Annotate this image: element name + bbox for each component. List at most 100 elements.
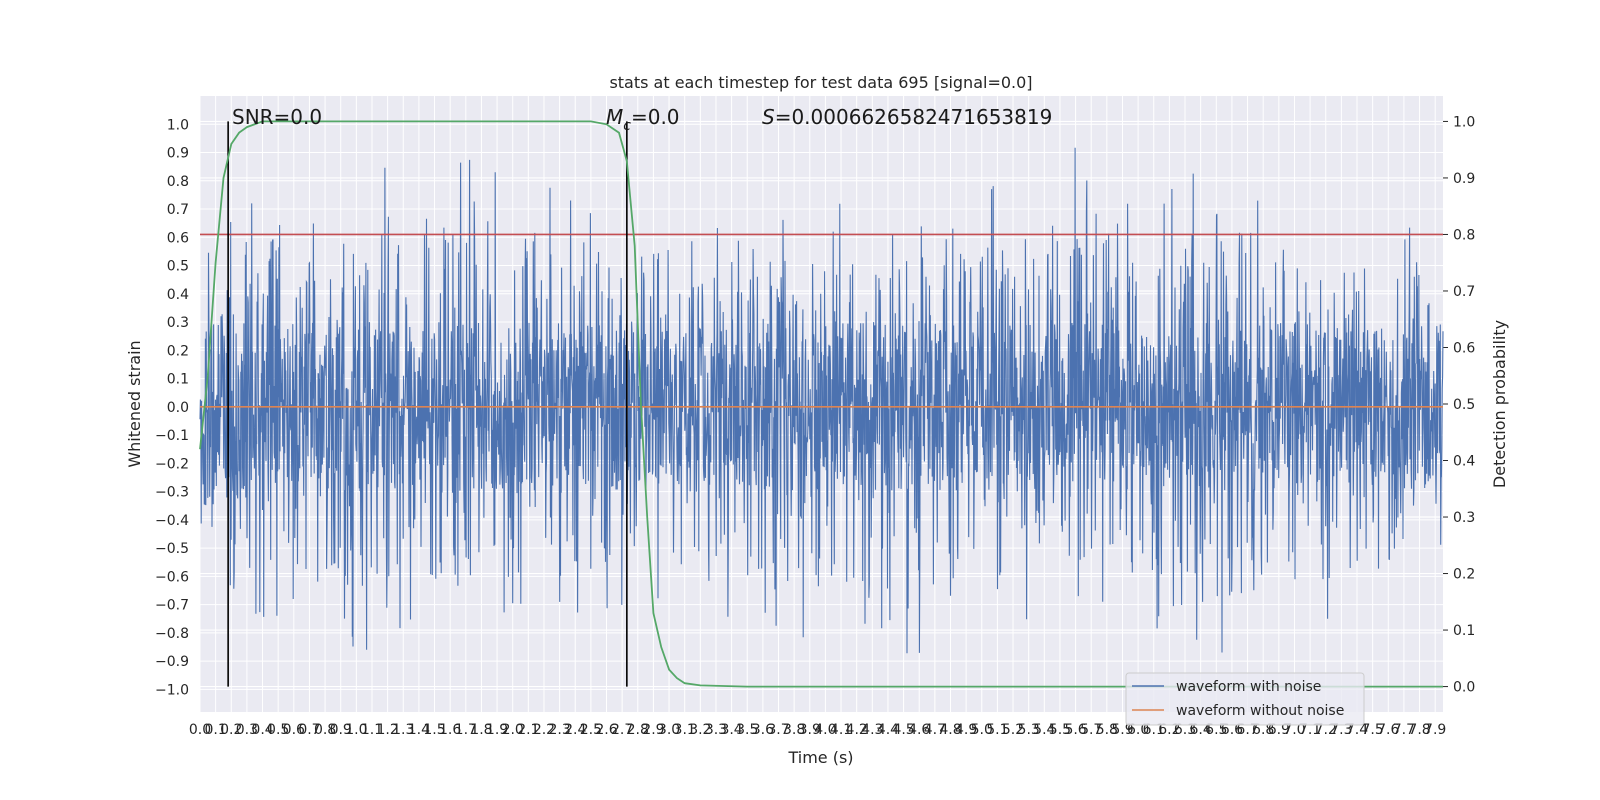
x-tick-label: 7.3 [1330,722,1352,738]
x-tick-label: 0.8 [314,722,336,738]
x-tick-label: 1.6 [439,722,461,738]
x-tick-label: 6.2 [1158,722,1180,738]
x-tick-label: 0.1 [205,722,227,738]
y2-tick-label: 1.0 [1453,114,1475,130]
x-tick-label: 5.0 [971,722,993,738]
x-tick-label: 7.9 [1424,722,1446,738]
x-tick-label: 2.1 [517,722,539,738]
x-tick-label: 7.5 [1362,722,1384,738]
legend-box [1125,672,1365,726]
x-tick-label: 0.6 [283,722,305,738]
y-tick-label: −0.2 [155,456,189,472]
x-tick-label: 4.8 [939,722,961,738]
x-tick-label: 6.5 [1205,722,1227,738]
detection-probability-line [199,120,1443,688]
y-tick-label: −0.6 [155,569,189,585]
x-tick-label: 5.8 [1096,722,1118,738]
y-tick-label: 0.8 [167,174,189,190]
y2-tick-label: 0.4 [1453,454,1475,470]
y-tick-labels: 1.0 0.9 0.8 0.7 0.6 0.5 0.4 0.3 0.2 0.1 0.0 −0.1 −0.… [155,117,189,698]
y2-tick-label: 0.1 [1453,623,1475,639]
legend-label-clean: waveform without noise [1176,703,1344,719]
chirp-mass-symbol: M [606,105,623,129]
y2-tick-label: 0.9 [1453,171,1475,187]
x-tick-label: 5.3 [1018,722,1040,738]
y2-tick-label: 0.2 [1453,567,1475,583]
y-tick-label: 0.4 [167,287,189,303]
x-tick-label: 3.6 [752,722,774,738]
x-tick-label: 2.0 [502,722,524,738]
x-tick-label: 5.5 [1049,722,1071,738]
y-tick-label: 0.1 [167,372,189,388]
x-tick-label: 6.7 [1236,722,1258,738]
y2-tick-label: 0.7 [1453,284,1475,300]
x-tick-label: 1.7 [455,722,477,738]
x-tick-label: 5.9 [1111,722,1133,738]
x-tick-label: 2.7 [611,722,633,738]
x-tick-label: 0.7 [298,722,320,738]
y-tick-label: 0.2 [167,343,189,359]
x-tick-label: 4.5 [892,722,914,738]
x-tick-label: 4.2 [846,722,868,738]
x-tick-label: 5.1 [986,722,1008,738]
x-tick-label: 7.0 [1283,722,1305,738]
x-tick-label: 3.8 [783,722,805,738]
x-tick-label: 7.4 [1346,722,1368,738]
x-tick-label: 2.4 [564,722,586,738]
s-value: =0.0006626582471653819 [775,105,1053,129]
x-tick-label: 5.2 [1002,722,1024,738]
x-tick-label: 6.0 [1127,722,1149,738]
x-tick-label: 4.0 [814,722,836,738]
x-tick-label: 7.1 [1299,722,1321,738]
y-tick-label: −0.7 [155,598,189,614]
y-tick-label: 0.5 [167,259,189,275]
x-tick-label: 4.1 [830,722,852,738]
y-tick-label: 1.0 [167,117,189,133]
x-tick-labels: 0.00.10.20.30.40.50.60.70.80.91.01.11.21… [189,722,1446,738]
x-tick-label: 2.2 [533,722,555,738]
y-tick-label: 0.3 [167,315,189,331]
x-tick-label: 2.9 [642,722,664,738]
x-tick-label: 3.3 [705,722,727,738]
x-tick-label: 5.7 [1080,722,1102,738]
chirp-mass-annotation: Mc=0.0 [606,105,680,134]
x-tick-label: 2.3 [548,722,570,738]
waveform-with-noise-line [199,147,1444,654]
x-tick-label: 0.2 [220,722,242,738]
y-tick-label: 0.6 [167,230,189,246]
series-waveform-with-noise [199,147,1444,654]
x-tick-label: 7.7 [1393,722,1415,738]
x-tick-label: 1.8 [470,722,492,738]
y-tick-label: −0.8 [155,626,189,642]
s-annotation: S=0.0006626582471653819 [762,105,1052,129]
y2-axis-title: Detection probability [1490,320,1509,488]
x-tick-label: 4.3 [861,722,883,738]
chart-title: stats at each timestep for test data 695… [609,73,1032,92]
x-tick-label: 1.1 [361,722,383,738]
y-axis-title: Whitened strain [125,340,144,467]
y2-tick-label: 0.8 [1453,227,1475,243]
y2-tick-label: 0.5 [1453,397,1475,413]
y2-tick-label: 0.3 [1453,510,1475,526]
y-tick-label: 0.0 [167,400,189,416]
y2-tick-labels: 1.0 0.9 0.8 0.7 0.6 0.5 0.4 0.3 0.2 0.1 0.0 [1453,114,1475,695]
y2-tick-label: 0.0 [1453,680,1475,696]
x-tick-label: 6.9 [1268,722,1290,738]
x-tick-label: 0.4 [251,722,273,738]
x-tick-label: 1.9 [486,722,508,738]
x-tick-label: 6.3 [1174,722,1196,738]
chirp-mass-value: =0.0 [631,105,680,129]
y-tick-label: −0.1 [155,428,189,444]
x-tick-label: 1.4 [408,722,430,738]
x-tick-label: 4.9 [955,722,977,738]
x-tick-label: 3.1 [674,722,696,738]
x-tick-label: 3.7 [767,722,789,738]
x-tick-label: 2.8 [627,722,649,738]
x-tick-label: 3.5 [736,722,758,738]
y2-tick-label: 0.6 [1453,340,1475,356]
x-tick-label: 1.3 [392,722,414,738]
x-tick-label: 1.0 [345,722,367,738]
x-tick-label: 3.2 [689,722,711,738]
